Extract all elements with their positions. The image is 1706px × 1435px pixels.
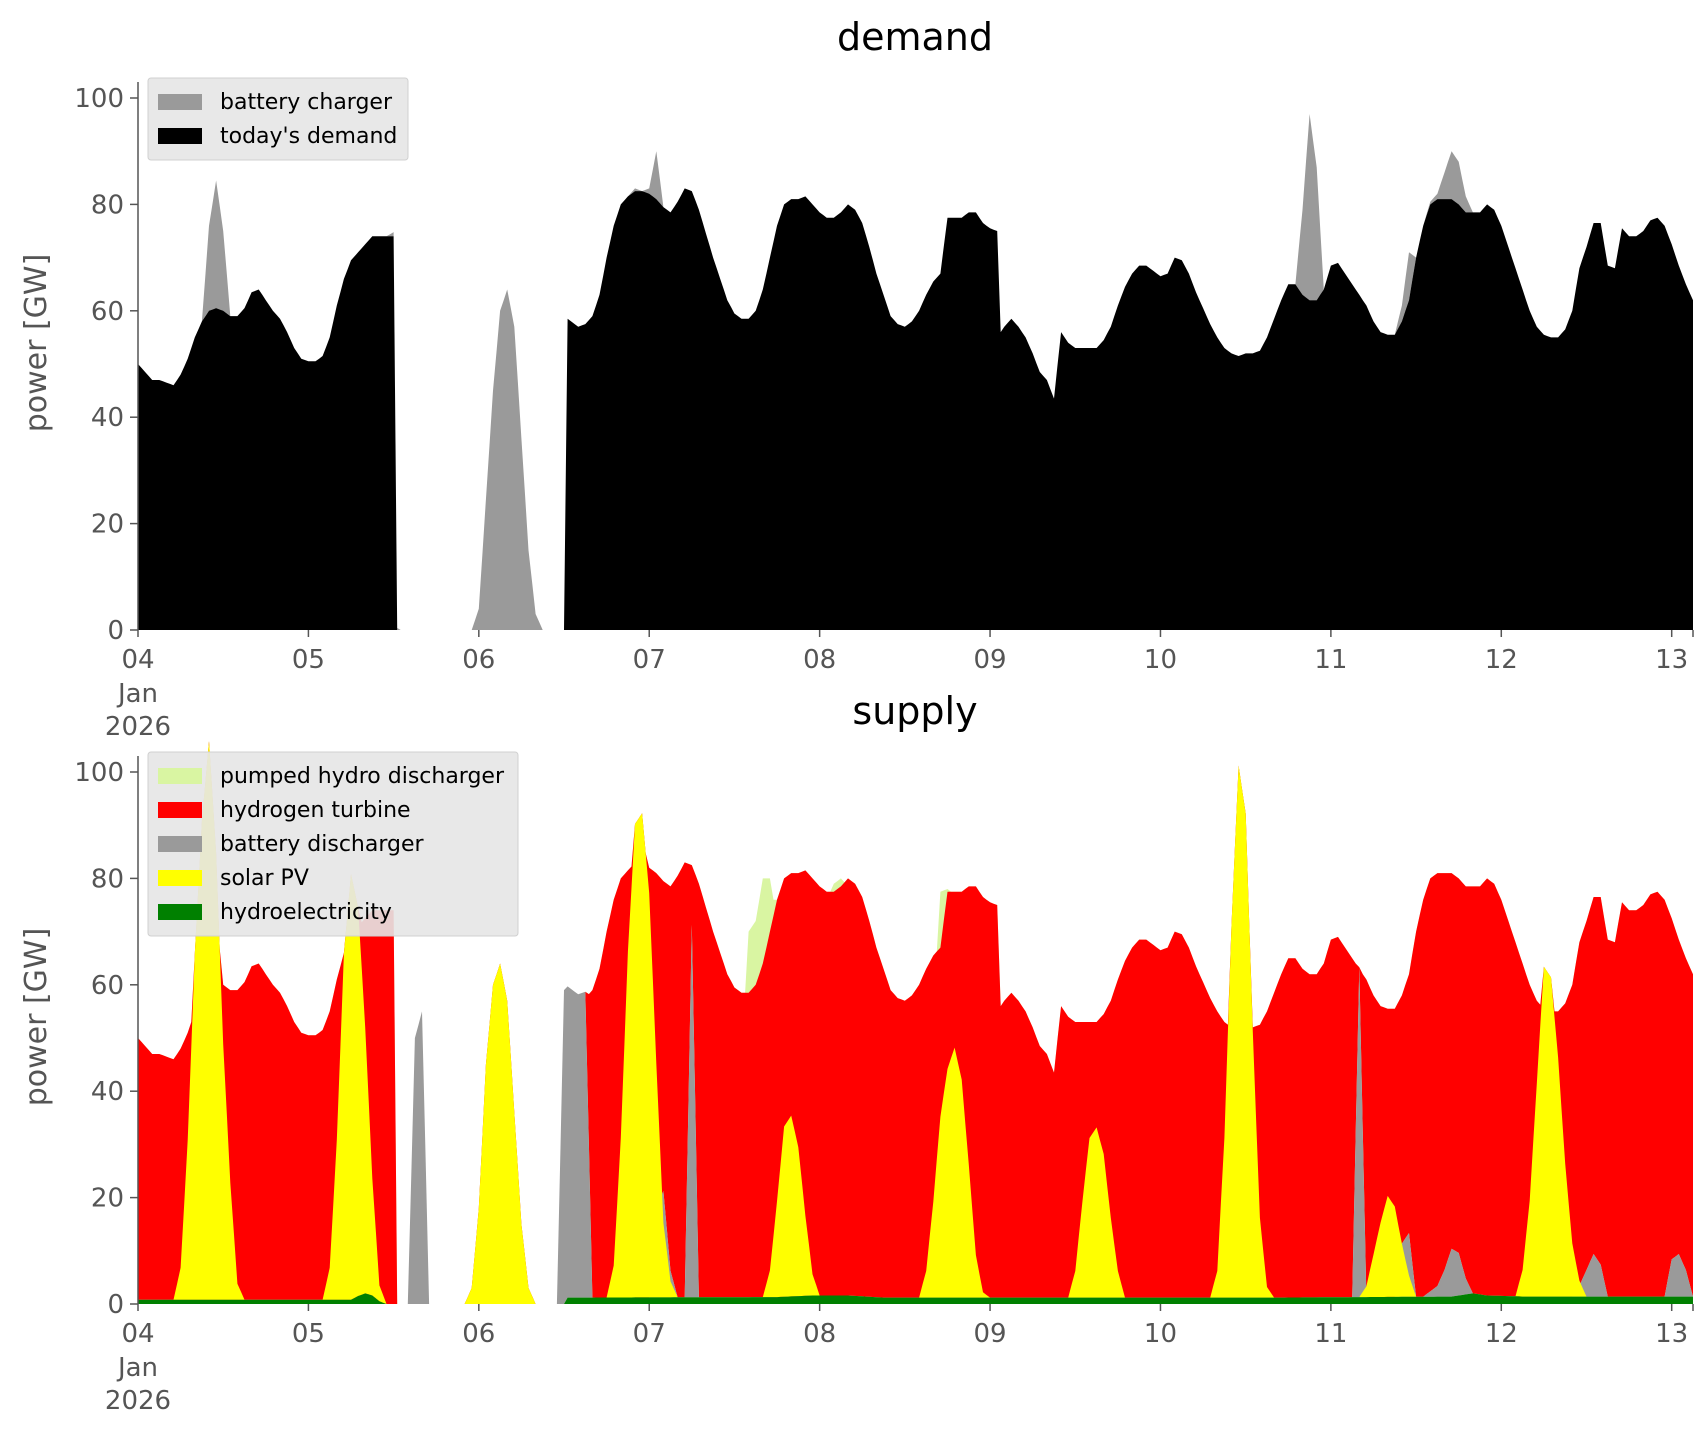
supply-title: supply — [852, 689, 977, 733]
y-tick-label-20: 20 — [91, 1184, 124, 1214]
x-tick-label-06: 06 — [462, 645, 495, 675]
x-tick-label-06: 06 — [462, 1319, 495, 1349]
x-tick-label-04: 04 — [121, 645, 154, 675]
legend-swatch-4 — [158, 904, 202, 920]
y-tick-label-60: 60 — [91, 297, 124, 327]
y-tick-label-60: 60 — [91, 971, 124, 1001]
y-tick-label-80: 80 — [91, 190, 124, 220]
x-tick-label-09: 09 — [974, 645, 1007, 675]
legend-label-1: today's demand — [220, 124, 397, 149]
y-tick-label-40: 40 — [91, 403, 124, 433]
series-hydrogen-turbine — [138, 741, 1693, 1304]
legend-box — [147, 77, 409, 161]
x-tick-label-08: 08 — [803, 1319, 836, 1349]
x-sublabel-0: Jan — [116, 1353, 158, 1383]
y-tick-label-100: 100 — [74, 758, 124, 788]
demand-title: demand — [837, 15, 993, 59]
series-battery-charger — [138, 114, 1693, 630]
y-tick-label-0: 0 — [107, 1290, 124, 1320]
legend-label-3: solar PV — [220, 866, 309, 891]
x-tick-label-09: 09 — [974, 1319, 1007, 1349]
legend-label-1: hydrogen turbine — [220, 798, 411, 823]
x-tick-label-04: 04 — [121, 1319, 154, 1349]
series-solar-pv — [138, 741, 1693, 1304]
legend-swatch-1 — [158, 802, 202, 818]
demand-ylabel: power [GW] — [19, 254, 54, 433]
x-tick-label-11: 11 — [1314, 1319, 1347, 1349]
x-tick-label-08: 08 — [803, 645, 836, 675]
x-tick-label-07: 07 — [633, 1319, 666, 1349]
demand-panel: demand power [GW] 0 20 40 60 80 100 04 05 06 07 08… — [19, 15, 1694, 742]
demand-legend: battery charger today's demand — [147, 77, 409, 161]
legend-swatch-3 — [158, 870, 202, 886]
x-tick-label-11: 11 — [1314, 645, 1347, 675]
x-tick-label-05: 05 — [292, 645, 325, 675]
series-todays-demand — [138, 188, 1693, 630]
legend-label-2: battery discharger — [220, 832, 425, 857]
x-tick-label-10: 10 — [1144, 645, 1177, 675]
supply-ylabel: power [GW] — [19, 928, 54, 1107]
supply-panel: supply power [GW] 0 20 40 60 80 100 04 05 06 07 08… — [19, 689, 1694, 1416]
x-sublabel-1: 2026 — [105, 1386, 171, 1416]
x-tick-label-13: 13 — [1655, 645, 1688, 675]
x-tick-label-05: 05 — [292, 1319, 325, 1349]
x-sublabel-1: 2026 — [105, 712, 171, 742]
x-tick-label-13: 13 — [1655, 1319, 1688, 1349]
x-tick-label-12: 12 — [1485, 645, 1518, 675]
supply-legend: pumped hydro discharger hydrogen turbine b… — [147, 751, 519, 937]
x-tick-label-12: 12 — [1485, 1319, 1518, 1349]
supply-areas — [138, 741, 1693, 1304]
legend-label-0: battery charger — [220, 90, 393, 115]
legend-label-4: hydroelectricity — [220, 900, 392, 925]
x-sublabel-0: Jan — [116, 679, 158, 709]
series-hydroelectricity — [138, 1293, 1693, 1304]
y-tick-label-40: 40 — [91, 1077, 124, 1107]
y-tick-label-0: 0 — [107, 616, 124, 646]
y-tick-label-80: 80 — [91, 864, 124, 894]
legend-swatch-0 — [158, 768, 202, 784]
x-tick-label-10: 10 — [1144, 1319, 1177, 1349]
legend-swatch-0 — [158, 94, 202, 110]
legend-swatch-2 — [158, 836, 202, 852]
y-tick-label-100: 100 — [74, 84, 124, 114]
demand-areas — [138, 114, 1693, 630]
legend-box — [147, 751, 519, 937]
x-tick-label-07: 07 — [633, 645, 666, 675]
legend-swatch-1 — [158, 128, 202, 144]
y-tick-label-20: 20 — [91, 510, 124, 540]
legend-label-0: pumped hydro discharger — [220, 764, 505, 789]
